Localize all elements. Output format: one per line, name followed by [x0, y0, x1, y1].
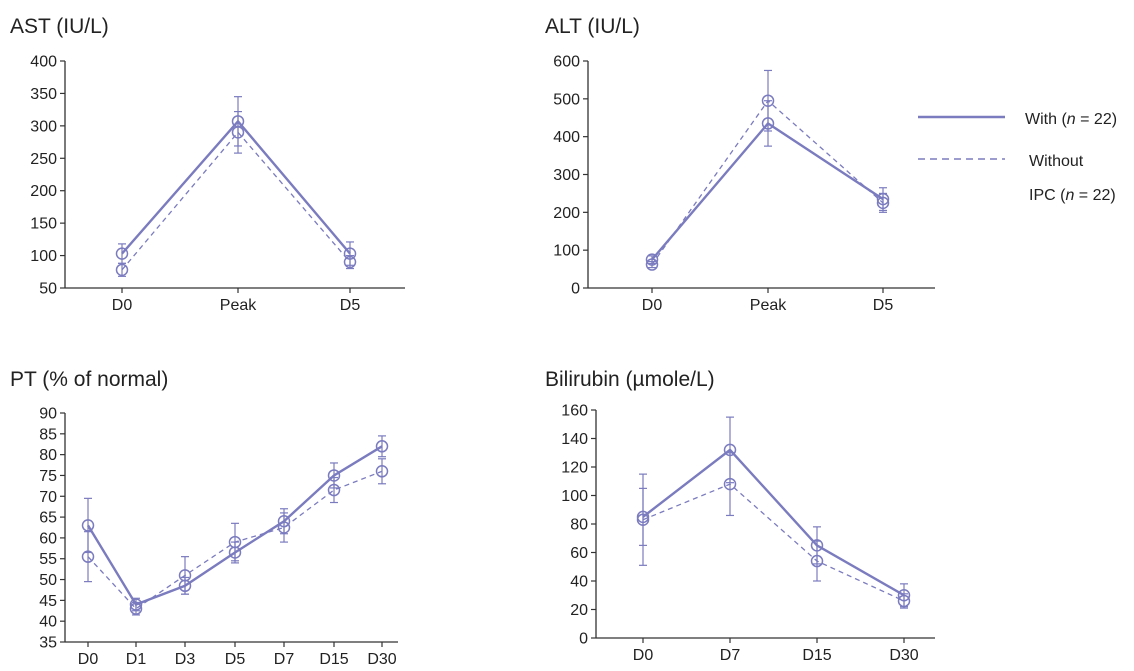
- pt-point-with: [178, 579, 192, 593]
- bili-series-without-line: [642, 483, 905, 602]
- pt-x-tick-label: D3: [175, 651, 196, 666]
- alt-x-tick-label: Peak: [750, 297, 787, 314]
- pt-point-with: [277, 515, 291, 528]
- bili-series-with-line: [642, 448, 905, 597]
- bili-point-with: [897, 589, 911, 602]
- alt-point-with: [761, 117, 775, 130]
- pt-title: PT (% of normal): [10, 368, 168, 391]
- pt-point-with: [375, 440, 389, 453]
- ast-point-without: [115, 263, 129, 277]
- alt-y-tick-label: 600: [553, 54, 580, 71]
- legend-with-label: With (n = 22): [1025, 111, 1117, 128]
- pt-x-tick-label: D5: [225, 651, 246, 666]
- pt-y-tick-label: 40: [39, 614, 57, 631]
- pt-x-tick-label: D30: [367, 651, 396, 666]
- bili-point-with: [810, 539, 824, 552]
- bili-point-with: [636, 510, 650, 524]
- bili-point-with: [723, 443, 737, 457]
- pt-y-tick-label: 65: [39, 510, 57, 527]
- ast-y-tick-label: 350: [30, 86, 57, 103]
- bili-y-tick-label: 60: [570, 545, 588, 562]
- ast-title: AST (IU/L): [10, 15, 109, 38]
- pt-point-with: [129, 598, 143, 611]
- bili-panel: Bilirubin (µmole/L) 0 20 40 60 80 100 120 140 160…: [545, 368, 935, 664]
- bili-y-tick-label: 20: [570, 602, 588, 619]
- pt-x-tick-label: D0: [78, 651, 99, 666]
- alt-y-tick-label: 300: [553, 167, 580, 184]
- pt-y-tick-label: 85: [39, 426, 57, 443]
- alt-title: ALT (IU/L): [545, 15, 640, 38]
- ast-x-tick-label: D5: [340, 297, 361, 314]
- pt-y-tick-label: 80: [39, 447, 57, 464]
- bili-x-tick-label: D30: [889, 647, 918, 664]
- alt-point-with: [876, 192, 890, 206]
- bili-y-tick-label: 80: [570, 517, 588, 534]
- ast-y-tick-label: 150: [30, 216, 57, 233]
- alt-x-tick-label: D0: [642, 297, 663, 314]
- pt-x-tick-label: D7: [274, 651, 295, 666]
- legend-ipc-label: IPC (n = 22): [1029, 187, 1116, 204]
- ast-point-with: [115, 247, 129, 260]
- ast-panel: AST (IU/L) 50 100 150 200 250 300 350 400 D0 Peak D…: [10, 15, 405, 314]
- bili-y-tick-label: 40: [570, 574, 588, 591]
- ast-series-with-line: [121, 119, 351, 255]
- pt-y-tick-label: 55: [39, 551, 57, 568]
- alt-y-tick-label: 500: [553, 91, 580, 108]
- alt-y-tick-label: 0: [571, 281, 580, 298]
- pt-panel: PT (% of normal) 35 40 45 50 55 60 65 70 75 80 85 90…: [10, 368, 398, 668]
- ast-y-tick-label: 50: [39, 281, 57, 298]
- pt-y-tick-label: 60: [39, 530, 57, 547]
- ast-point-with: [343, 247, 357, 260]
- alt-y-tick-label: 100: [553, 243, 580, 260]
- ast-y-tick-label: 400: [30, 54, 57, 71]
- alt-point-with: [645, 253, 659, 266]
- legend: With (n = 22) Without IPC (n = 22): [918, 111, 1117, 204]
- pt-x-tick-label: D1: [126, 651, 147, 666]
- legend-without-label: Without: [1029, 153, 1084, 170]
- bili-y-tick-label: 140: [561, 431, 588, 448]
- bili-y-tick-label: 120: [561, 460, 588, 477]
- alt-x-tick-label: D5: [873, 297, 894, 314]
- pt-y-tick-label: 35: [39, 635, 57, 652]
- ast-y-tick-label: 200: [30, 183, 57, 200]
- bili-y-tick-label: 160: [561, 403, 588, 420]
- alt-panel: ALT (IU/L) 0 100 200 300 400 500 600 D0 Peak D5: [545, 15, 935, 314]
- pt-point-with: [327, 469, 341, 482]
- ast-y-tick-label: 250: [30, 151, 57, 168]
- pt-y-tick-label: 90: [39, 406, 57, 423]
- pt-point-with: [81, 519, 95, 532]
- bili-x-tick-label: D15: [802, 647, 831, 664]
- ast-y-tick-label: 100: [30, 248, 57, 265]
- pt-y-tick-label: 50: [39, 572, 57, 589]
- bili-title: Bilirubin (µmole/L): [545, 368, 715, 391]
- ast-x-tick-label: Peak: [220, 297, 257, 314]
- bili-x-tick-label: D7: [720, 647, 741, 664]
- pt-y-tick-label: 45: [39, 593, 57, 610]
- alt-y-tick-label: 200: [553, 205, 580, 222]
- pt-y-tick-label: 70: [39, 489, 57, 506]
- ast-y-tick-label: 300: [30, 118, 57, 135]
- bili-y-tick-label: 100: [561, 488, 588, 505]
- ast-point-with: [231, 115, 245, 128]
- bili-x-tick-label: D0: [633, 647, 654, 664]
- pt-x-tick-label: D15: [319, 651, 348, 666]
- alt-y-tick-label: 400: [553, 129, 580, 146]
- pt-point-with: [228, 546, 242, 559]
- pt-y-tick-label: 75: [39, 468, 57, 485]
- pt-point-without: [375, 465, 389, 478]
- bili-y-tick-label: 0: [579, 631, 588, 648]
- ast-x-tick-label: D0: [112, 297, 133, 314]
